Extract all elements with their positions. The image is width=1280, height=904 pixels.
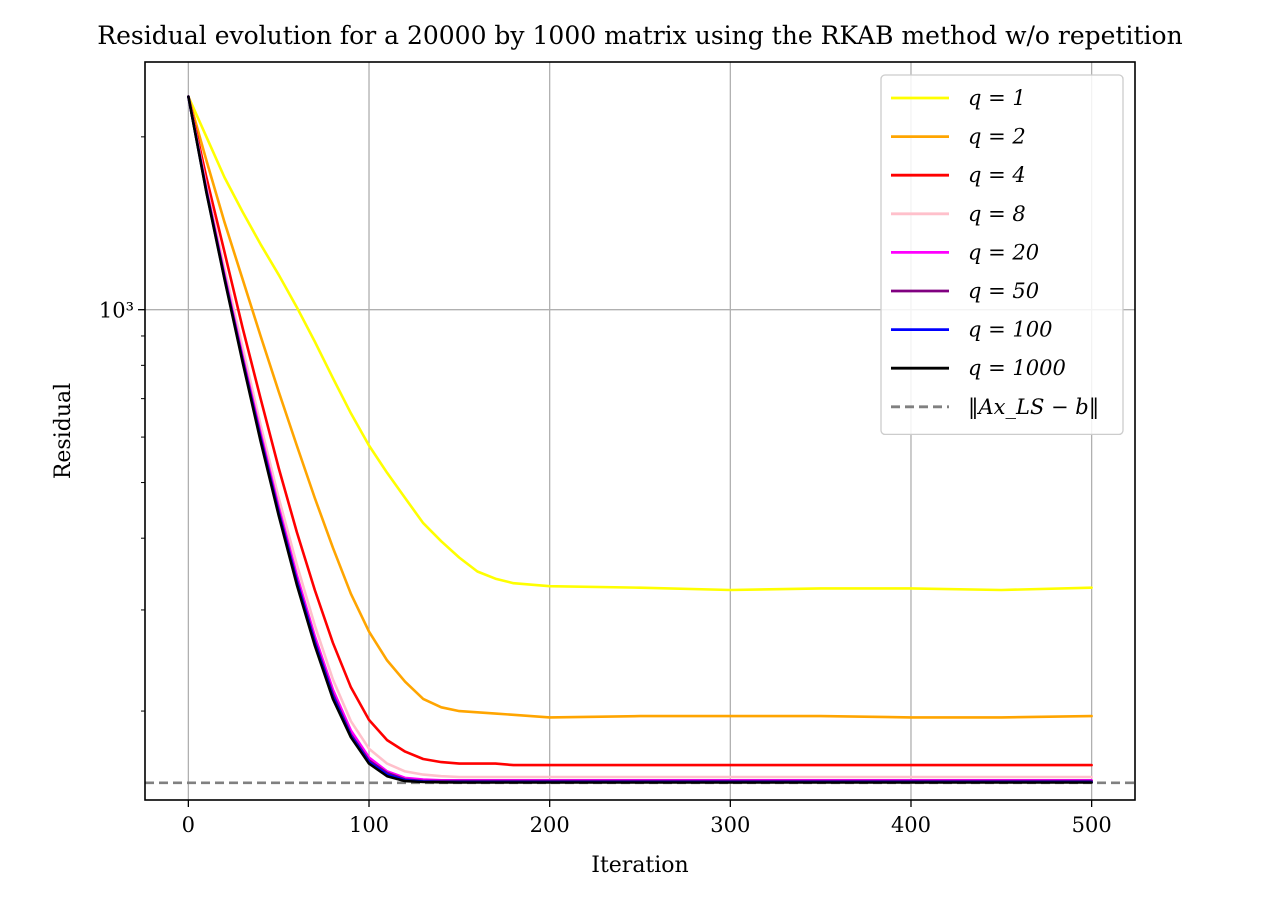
x-tick-label: 400 — [891, 813, 931, 837]
x-tick-label: 0 — [182, 813, 195, 837]
legend-label: q = 20 — [968, 240, 1039, 264]
legend-label: q = 1 — [968, 86, 1026, 110]
legend: q = 1 q = 2 q = 4 q = 8 q = 20 q = 50 q = 100 q… — [880, 74, 1124, 436]
legend-label: q = 8 — [968, 202, 1026, 226]
series-layer — [187, 95, 1093, 784]
legend-label: ‖Ax_LS − b‖ — [968, 395, 1099, 420]
series-line-q-1 — [187, 95, 1093, 592]
tick-layer: 0 100 200 300 400 500 10³ — [99, 136, 1112, 837]
plot-frame — [144, 61, 1136, 801]
series-line-q-2 — [187, 95, 1093, 719]
series-line-q-4 — [187, 95, 1093, 767]
chart-title: Residual evolution for a 20000 by 1000 m… — [97, 21, 1182, 50]
legend-label: q = 100 — [968, 318, 1052, 342]
x-tick-label: 300 — [710, 813, 750, 837]
series-line-q-8 — [187, 95, 1093, 779]
y-axis-label: Residual — [51, 383, 76, 479]
y-tick-label: 10³ — [99, 299, 134, 323]
x-tick-label: 200 — [530, 813, 570, 837]
series-line-q-1000 — [187, 95, 1093, 784]
legend-label: q = 4 — [968, 163, 1026, 187]
legend-label: q = 2 — [968, 125, 1026, 149]
x-axis-label: Iteration — [591, 853, 688, 878]
legend-label: q = 1000 — [968, 356, 1066, 380]
legend-label: q = 50 — [968, 279, 1039, 303]
legend-box — [880, 74, 1124, 436]
x-tick-label: 100 — [349, 813, 389, 837]
x-tick-label: 500 — [1072, 813, 1112, 837]
